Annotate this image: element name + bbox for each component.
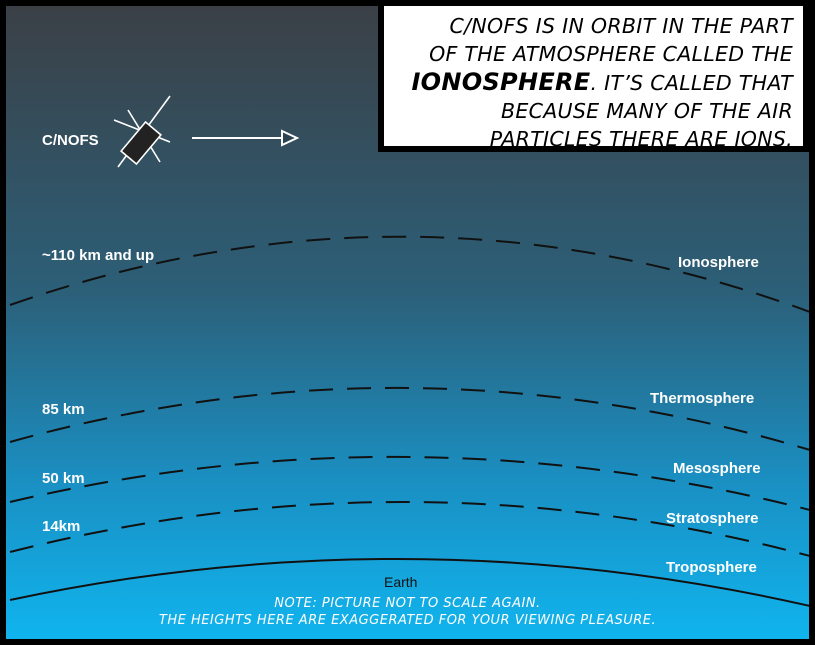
motion-arrow — [192, 129, 300, 147]
satellite-label: C/NOFS — [42, 132, 99, 149]
caption-text: . IT’S CALLED THAT — [590, 71, 793, 95]
earth-surface — [9, 557, 809, 607]
layer-label: Mesosphere — [673, 460, 761, 477]
ionosphere-boundary — [9, 235, 809, 313]
earth-label: Earth — [384, 574, 418, 590]
height-label: 50 km — [42, 470, 85, 487]
layer-label: Thermosphere — [650, 390, 755, 407]
height-label: 14km — [42, 518, 81, 535]
caption-box: C/NOFS IS IN ORBIT IN THE PART OF THE AT… — [378, 6, 809, 152]
caption-line: C/NOFS IS IN ORBIT IN THE PART — [449, 14, 793, 38]
note-line: NOTE: PICTURE NOT TO SCALE AGAIN. — [274, 596, 541, 611]
height-label: ~110 km and up — [42, 247, 155, 264]
layer-label: Troposphere — [666, 559, 757, 576]
note-line: THE HEIGHTS HERE ARE EXAGGERATED FOR YOU… — [158, 613, 657, 628]
layer-label: Ionosphere — [678, 254, 759, 271]
caption-emphasis: IONOSPHERE — [411, 68, 591, 96]
layer-label: Stratosphere — [666, 510, 759, 527]
caption-line: BECAUSE MANY OF THE AIR — [501, 99, 793, 123]
caption-line: PARTICLES THERE ARE IONS. — [489, 127, 793, 151]
thermosphere-boundary — [9, 386, 809, 451]
caption-line: OF THE ATMOSPHERE CALLED THE — [429, 42, 793, 66]
height-label: 85 km — [42, 401, 85, 418]
caption-line: IONOSPHERE. IT’S CALLED THAT — [384, 68, 793, 97]
satellite-icon — [113, 95, 171, 168]
stratosphere-boundary — [9, 500, 809, 557]
mesosphere-boundary — [9, 455, 809, 511]
